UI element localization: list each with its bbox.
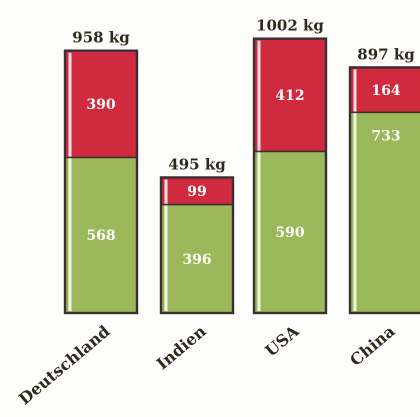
category-tick-label: USA [261,321,303,360]
bar-outline [348,66,420,315]
bar-total-label: 1002 kg [256,17,324,35]
bar-value-label: 390 [86,97,115,113]
bar-total-label: 495 kg [168,155,226,173]
bar-value-label: 733 [371,128,400,144]
bar-segment-upper [65,50,137,158]
category-tick-label: China [346,322,398,370]
bar-segment-lower [254,151,326,313]
bar-segment-lower [65,157,137,313]
category-tick-label: Indien [153,321,210,373]
category-tick-label: Deutschland [15,322,114,409]
bar-value-label: 99 [187,184,206,200]
bar-segment-lower [161,204,233,313]
bar-value-label: 568 [86,228,115,244]
bar-value-label: 590 [275,225,304,241]
bar-total-label: 958 kg [72,29,130,47]
bar-segment-upper [161,177,233,205]
bar-value-label: 412 [275,88,304,104]
bar-segment-lower [350,112,420,314]
bar-value-label: 396 [182,252,211,268]
bar-outline [159,176,235,315]
bar-segment-upper [350,67,420,113]
bar-segment-upper [254,38,326,152]
bars-group [63,37,420,315]
bar-value-label: 164 [371,83,400,99]
bar-outline [252,37,328,315]
bar-outline [63,49,139,315]
bar-total-label: 897 kg [357,45,415,63]
